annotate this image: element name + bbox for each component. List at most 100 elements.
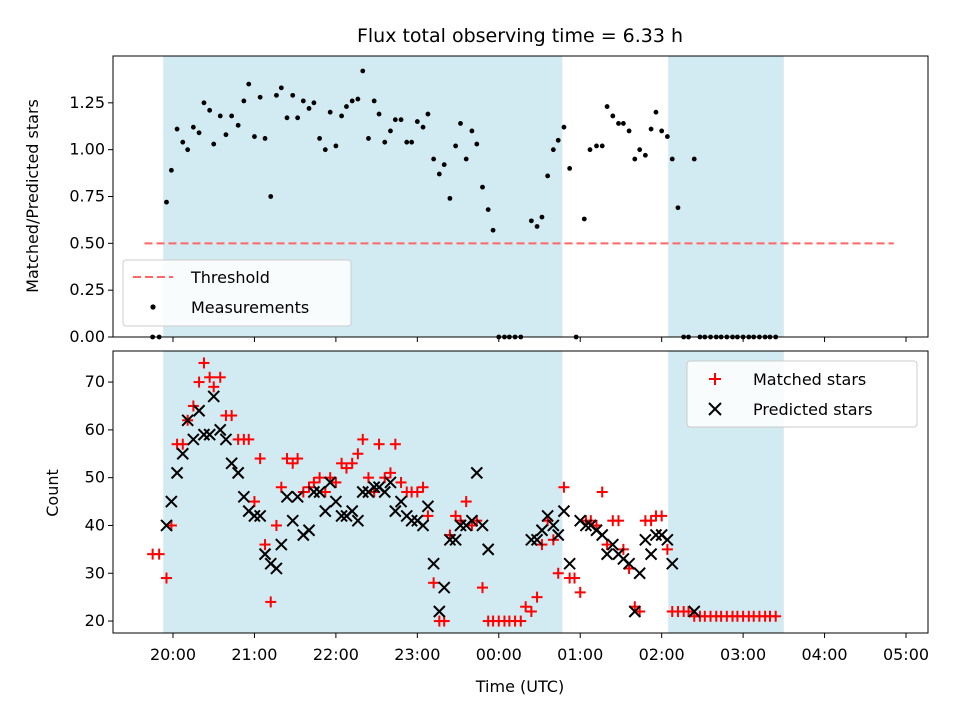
measurement-point: [339, 113, 344, 119]
measurement-point: [453, 143, 459, 149]
measurement-point: [388, 128, 393, 134]
measurement-point: [561, 124, 567, 130]
measurement-point: [420, 124, 426, 130]
matched-stars-point: [308, 476, 320, 488]
predicted-stars-point: [291, 490, 304, 503]
predicted-stars-point: [302, 524, 316, 537]
measurement-point: [371, 98, 377, 104]
matched-stars-point: [208, 381, 220, 393]
measurement-point: [376, 111, 382, 117]
predicted-stars-point: [639, 533, 652, 547]
predicted-stars-point: [160, 519, 173, 532]
predicted-x-b: [628, 605, 641, 618]
measurement-point: [284, 115, 290, 121]
measurement-point: [404, 139, 410, 145]
predicted-stars-point: [286, 514, 299, 527]
matched-stars-point: [574, 586, 586, 598]
measurement-point: [653, 109, 659, 115]
predicted-stars-point: [329, 495, 343, 508]
predicted-stars-point: [351, 514, 365, 527]
predicted-stars-point: [258, 547, 272, 561]
measurement-point: [675, 205, 681, 211]
top-ytick-label: 0.75: [69, 187, 105, 206]
legend-matched-label: Matched stars: [753, 370, 866, 389]
measurement-point: [567, 166, 573, 171]
matched-stars-point: [389, 438, 401, 450]
measurement-point: [620, 121, 626, 126]
measurement-point: [327, 109, 333, 115]
measurement-point: [691, 156, 697, 162]
matched-stars-point: [198, 357, 210, 369]
predicted-stars-point: [270, 562, 283, 575]
measurement-point: [648, 126, 654, 132]
predicted-stars-point: [231, 466, 245, 480]
measurement-point: [317, 136, 322, 141]
predicted-x-b: [639, 533, 652, 547]
measurement-point: [180, 139, 186, 145]
predicted-stars-point: [207, 390, 220, 403]
matched-stars-point: [193, 376, 205, 388]
predicted-stars-point: [666, 557, 679, 570]
predicted-x-b: [557, 504, 571, 518]
predicted-stars-point: [197, 428, 211, 441]
bottom-axes-frame: [112, 350, 929, 634]
predicted-x-b: [356, 485, 369, 499]
bottom-ytick-label: 50: [85, 468, 105, 487]
matched-stars-point: [153, 548, 165, 560]
matched-stars-point: [476, 582, 488, 594]
top-legend: Threshold Measurements: [122, 259, 352, 327]
predicted-x-b: [596, 528, 609, 542]
matched-stars-point: [281, 453, 293, 465]
predicted-x-b: [427, 557, 440, 570]
predicted-stars-points: [160, 390, 701, 618]
top-ytick-label: 1.25: [69, 93, 105, 112]
matched-stars-point: [292, 453, 304, 465]
bottom-xtick-label: 03:00: [720, 645, 766, 664]
matched-stars-point: [177, 438, 189, 450]
matched-stars-point: [336, 457, 348, 469]
bottom-ytick-label: 60: [85, 420, 105, 439]
predicted-x-b: [649, 528, 663, 542]
measurement-point: [659, 128, 665, 134]
predicted-x-b: [345, 504, 359, 518]
measurement-point: [300, 98, 306, 104]
measurement-point: [528, 218, 534, 224]
measurement-point: [349, 98, 355, 104]
measurement-point: [274, 92, 279, 98]
predicted-stars-point: [633, 567, 646, 580]
matched-stars-point: [259, 539, 271, 551]
measurement-point: [555, 137, 561, 143]
predicted-x-b: [535, 524, 549, 537]
matched-stars-point: [531, 591, 543, 603]
predicted-stars-point: [384, 476, 397, 489]
matched-stars-point: [287, 457, 299, 469]
predicted-stars-point: [416, 519, 430, 532]
bottom-panel: 20 30 40 50 60 70 20:00 21:00 22:00 23:00 00:00 01…: [43, 350, 929, 696]
top-ytick-label: 0.00: [69, 327, 105, 346]
measurement-point: [306, 106, 312, 111]
predicted-stars-point: [378, 485, 391, 499]
predicted-x-b: [275, 538, 288, 551]
predicted-x-b: [231, 466, 245, 480]
predicted-stars-point: [237, 490, 251, 503]
predicted-x-b: [302, 524, 316, 537]
predicted-x-b: [622, 557, 636, 570]
predicted-stars-point: [557, 504, 571, 518]
matched-stars-point: [596, 486, 608, 498]
predicted-x-b: [248, 509, 261, 523]
predicted-stars-point: [530, 533, 544, 547]
matched-stars-point: [340, 462, 352, 474]
measurement-point: [392, 117, 398, 123]
measurement-point: [333, 143, 339, 149]
predicted-x-b: [454, 519, 467, 532]
measurement-point: [637, 147, 643, 153]
predicted-stars-point: [547, 519, 560, 532]
predicted-stars-point: [307, 485, 321, 499]
measurement-point: [217, 113, 223, 119]
predicted-x-b: [378, 485, 391, 499]
predicted-stars-point: [253, 509, 267, 523]
predicted-x-b: [270, 562, 283, 575]
predicted-stars-point: [192, 404, 206, 417]
measurement-point: [355, 96, 361, 102]
